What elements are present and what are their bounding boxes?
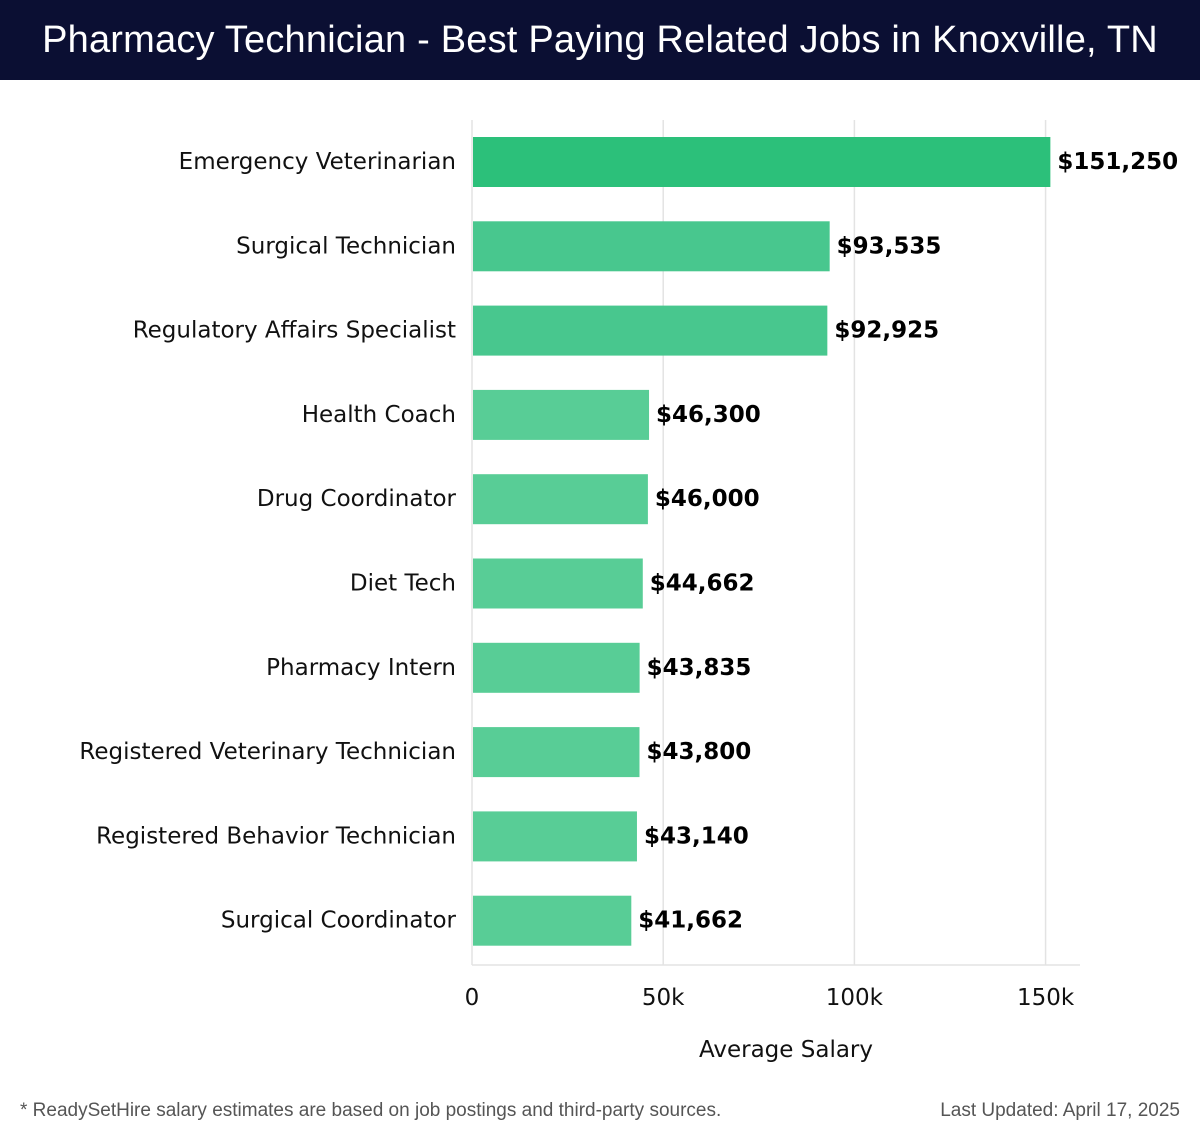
x-tick-label: 150k bbox=[1017, 985, 1075, 1011]
labels: Emergency Veterinarian $151,250 Surgical T… bbox=[79, 149, 1178, 934]
x-axis-title: Average Salary bbox=[699, 1037, 873, 1063]
bar bbox=[473, 389, 650, 440]
value-label: $46,300 bbox=[656, 402, 761, 428]
value-label: $43,835 bbox=[647, 655, 752, 681]
bar bbox=[473, 895, 632, 946]
value-label: $151,250 bbox=[1057, 149, 1178, 175]
bar bbox=[473, 305, 828, 356]
category-label: Regulatory Affairs Specialist bbox=[133, 318, 456, 344]
footer-note: * ReadySetHire salary estimates are base… bbox=[20, 1100, 722, 1121]
bar bbox=[473, 811, 637, 862]
category-label: Emergency Veterinarian bbox=[179, 149, 456, 175]
category-label: Drug Coordinator bbox=[257, 486, 457, 512]
bar bbox=[473, 137, 1051, 187]
category-label: Diet Tech bbox=[350, 571, 456, 597]
category-label: Health Coach bbox=[302, 402, 456, 428]
category-label: Registered Behavior Technician bbox=[96, 823, 456, 849]
bar bbox=[473, 221, 830, 272]
x-tick-label: 0 bbox=[465, 985, 480, 1011]
value-label: $93,535 bbox=[837, 233, 942, 259]
category-label: Pharmacy Intern bbox=[266, 655, 456, 681]
value-label: $44,662 bbox=[650, 571, 755, 597]
bar bbox=[473, 558, 643, 609]
x-tick-label: 50k bbox=[642, 985, 685, 1011]
x-tick-label: 100k bbox=[826, 985, 884, 1011]
chart-title: Pharmacy Technician - Best Paying Relate… bbox=[42, 18, 1158, 61]
bar bbox=[473, 727, 640, 778]
value-label: $43,140 bbox=[644, 823, 749, 849]
bar-chart: Emergency Veterinarian $151,250 Surgical T… bbox=[79, 120, 1178, 1063]
value-label: $92,925 bbox=[834, 318, 939, 344]
last-updated: Last Updated: April 17, 2025 bbox=[940, 1100, 1180, 1121]
category-label: Surgical Technician bbox=[236, 233, 456, 259]
bar bbox=[473, 474, 648, 525]
value-label: $46,000 bbox=[655, 486, 760, 512]
category-label: Registered Veterinary Technician bbox=[79, 739, 456, 765]
value-label: $41,662 bbox=[638, 908, 743, 934]
x-axis: 0 50k 100k 150k Average Salary bbox=[465, 964, 1080, 1063]
chart-header: Pharmacy Technician - Best Paying Relate… bbox=[0, 0, 1200, 80]
bars bbox=[473, 137, 1051, 946]
category-label: Surgical Coordinator bbox=[221, 908, 457, 934]
bar bbox=[473, 642, 640, 693]
value-label: $43,800 bbox=[646, 739, 751, 765]
